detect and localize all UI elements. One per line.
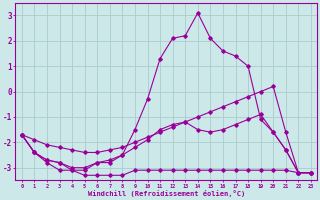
X-axis label: Windchill (Refroidissement éolien,°C): Windchill (Refroidissement éolien,°C) bbox=[88, 190, 245, 197]
